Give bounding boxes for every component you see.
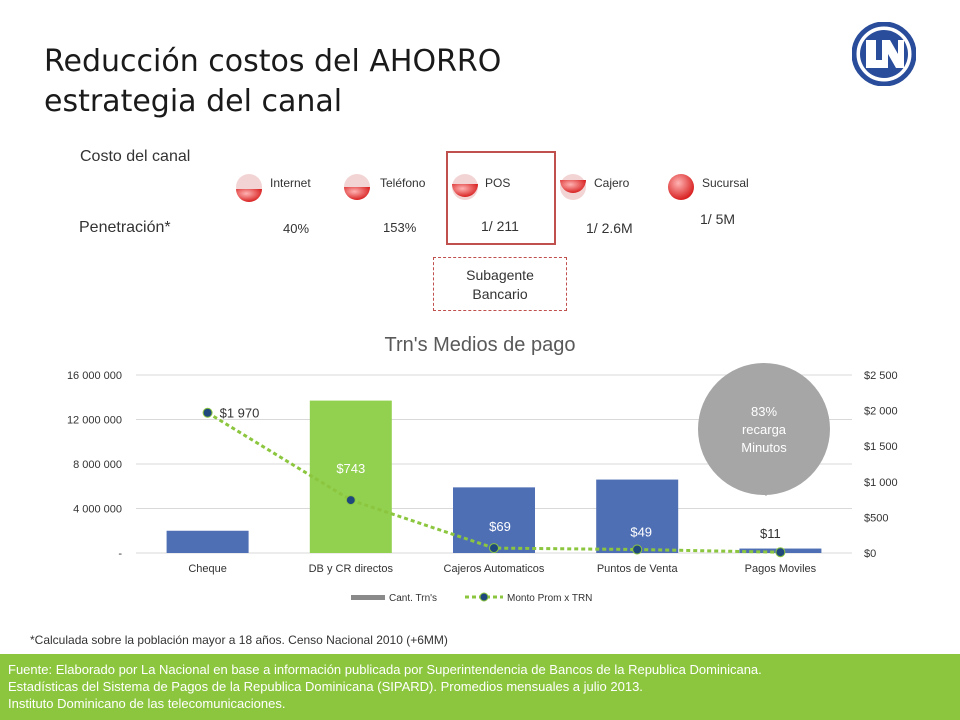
category-label: Cajeros Automaticos (444, 563, 545, 575)
subagente-bancario-box: Subagente Bancario (433, 257, 567, 311)
line-point-0 (202, 407, 213, 418)
penetration-telefono: 153% (383, 220, 417, 235)
right-axis-ticks: $0 $500 $1 000 $1 500 $2 000 $2 500 (864, 370, 898, 560)
channel-cajero: Cajero (594, 176, 630, 190)
callout-line-2: recarga (742, 422, 787, 437)
chart-bars (166, 400, 822, 553)
pos-highlight-box (446, 151, 556, 245)
category-label: Puntos de Venta (597, 563, 679, 575)
penetration-internet: 40% (283, 221, 310, 236)
channel-pos: POS (485, 176, 511, 190)
bar-1 (309, 400, 392, 553)
callout-bubble: 83% recarga Minutos (698, 363, 830, 496)
chart-title: Trn's Medios de pago (384, 334, 576, 356)
callout-line-3: Minutos (741, 440, 787, 455)
cajero-cost-icon (560, 174, 586, 200)
source-line-3: Instituto Dominicano de las telecomunica… (8, 696, 286, 711)
data-labels: $1 970 $743 $69 $49 $11 (220, 406, 781, 541)
right-axis-tick-label: $1 000 (864, 477, 898, 489)
left-axis-tick-label: 12 000 000 (67, 415, 122, 427)
legend-bar-label: Cant. Trn's (389, 593, 437, 604)
left-axis-tick-label: 16 000 000 (67, 370, 122, 382)
left-axis-tick-label: 4 000 000 (73, 504, 122, 516)
channel-telefono: Teléfono (380, 176, 426, 190)
subagente-line-1: Subagente (466, 267, 534, 283)
title-line-1: Reducción costos del AHORRO (44, 44, 502, 79)
pos-cost-icon (452, 174, 478, 200)
callout-pointer (752, 484, 778, 496)
legend-line-label: Monto Prom x TRN (507, 593, 592, 604)
line-point-3 (632, 544, 643, 555)
penetration-sucursal: 1/ 5M (700, 211, 736, 227)
line-point-4 (775, 547, 786, 558)
channel-internet: Internet (270, 176, 311, 190)
source-bar: Fuente: Elaborado por La Nacional en bas… (0, 654, 960, 720)
company-logo (852, 22, 916, 86)
line-data-label: $11 (760, 526, 781, 541)
bar-2 (453, 487, 535, 553)
category-label: Cheque (188, 563, 227, 575)
right-axis-tick-label: $2 500 (864, 370, 898, 382)
chart-line-series (202, 407, 786, 558)
channel-sucursal: Sucursal (702, 176, 749, 190)
callout-circle (698, 363, 830, 495)
internet-cost-icon (236, 174, 262, 202)
line-data-label: $743 (336, 461, 365, 476)
penetration-cajero: 1/ 2.6M (586, 220, 633, 236)
telefono-cost-icon (344, 174, 370, 200)
right-axis-tick-label: $500 (864, 512, 888, 524)
source-line-1: Fuente: Elaborado por La Nacional en bas… (8, 662, 762, 677)
costo-canal-label: Costo del canal (80, 148, 191, 165)
bar-3 (596, 479, 679, 553)
title-line-2: estrategia del canal (44, 84, 343, 119)
category-label: Pagos Moviles (745, 563, 817, 575)
legend-line-marker (479, 592, 489, 602)
line-data-label: $49 (630, 525, 652, 540)
line-data-label: $1 970 (220, 406, 260, 421)
footnote: *Calculada sobre la población mayor a 18… (30, 633, 448, 647)
bar-0 (166, 530, 249, 553)
right-axis-tick-label: $1 500 (864, 441, 898, 453)
right-axis-tick-label: $2 000 (864, 406, 898, 418)
callout-line-1: 83% (751, 404, 777, 419)
penetracion-label: Penetración* (79, 219, 171, 236)
channel-cost-icons (236, 174, 694, 202)
left-axis-tick-label: - (118, 548, 122, 560)
line-point-2 (489, 543, 499, 554)
left-axis-tick-label: 8 000 000 (73, 459, 122, 471)
slide-title: Reducción costos del AHORRO estrategia d… (44, 42, 501, 122)
right-axis-tick-label: $0 (864, 548, 876, 560)
penetration-pos: 1/ 211 (481, 218, 519, 234)
category-label: DB y CR directos (309, 563, 394, 575)
sucursal-cost-icon (668, 174, 694, 200)
line-data-label: $69 (489, 519, 511, 534)
legend-bar-swatch (351, 595, 385, 600)
left-axis-ticks: - 4 000 000 8 000 000 12 000 000 16 000 000 (67, 370, 122, 560)
chart-legend: Cant. Trn's Monto Prom x TRN (351, 592, 592, 604)
subagente-line-2: Bancario (472, 286, 528, 302)
line-point-1 (345, 495, 356, 506)
source-line-2: Estadísticas del Sistema de Pagos de la … (8, 679, 643, 694)
category-labels: Cheque DB y CR directos Cajeros Automatico… (188, 563, 816, 575)
